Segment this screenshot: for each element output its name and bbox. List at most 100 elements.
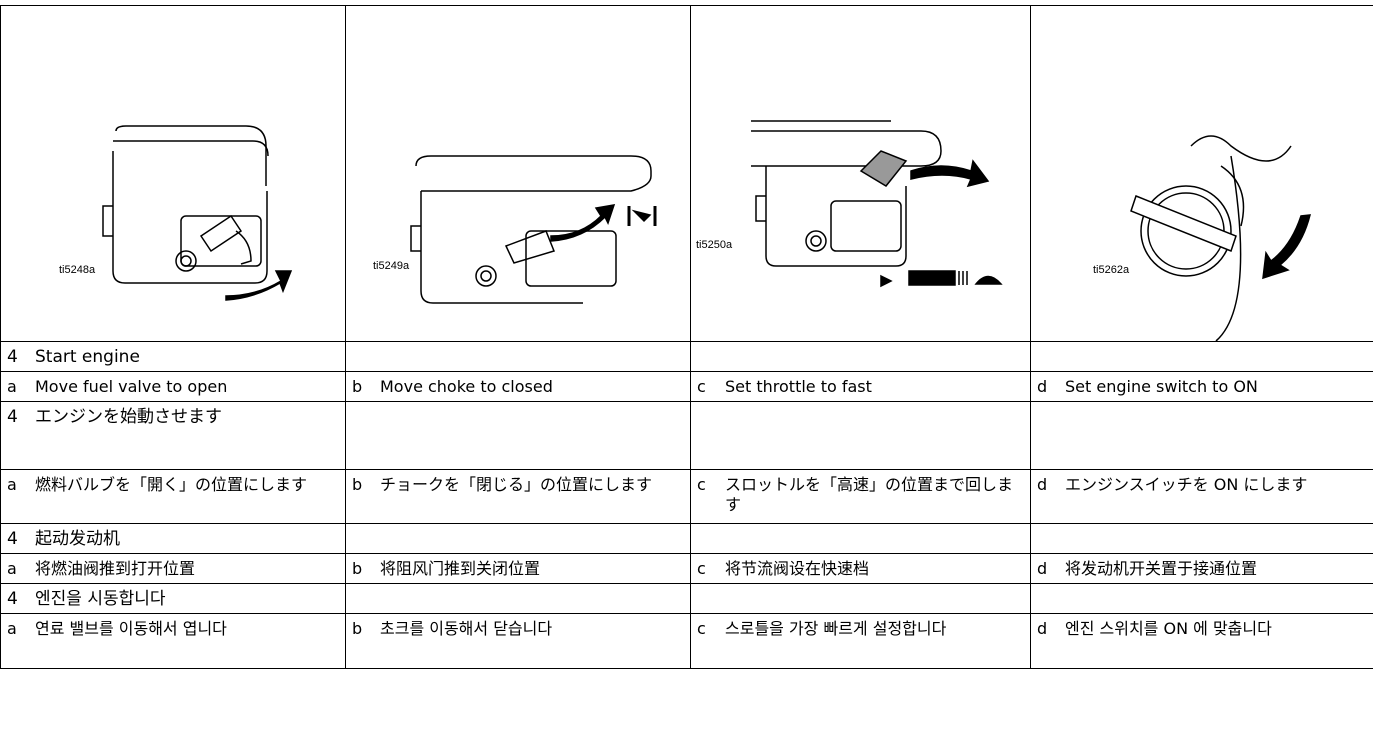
- step-letter: d: [1037, 475, 1048, 494]
- step-cell: b Move choke to closed: [345, 371, 691, 402]
- heading-cell: 4 Start engine: [0, 341, 346, 372]
- heading: 4 エンジンを始動させます: [1, 402, 345, 427]
- step-cell: b 초크를 이동해서 닫습니다: [345, 613, 691, 669]
- heading-cell: 4 エンジンを始動させます: [0, 401, 346, 470]
- illustration: ti5249a: [373, 155, 657, 304]
- illustration: ti5250a: [696, 120, 1003, 288]
- figure-label: ti5250a: [696, 239, 733, 251]
- step-cell: a 将燃油阀推到打开位置: [0, 553, 346, 584]
- heading-text: 起动发动机: [35, 529, 120, 549]
- figure-cell: ti5248a: [0, 5, 346, 342]
- empty-cell: [345, 341, 691, 372]
- step-letter: a: [7, 559, 17, 578]
- illustration: ti5262a: [1093, 135, 1311, 341]
- step-letter: b: [352, 475, 363, 494]
- step-letter: a: [7, 619, 17, 638]
- step-text: 초크를 이동해서 닫습니다: [380, 619, 553, 638]
- step-cell: a 연료 밸브를 이동해서 엽니다: [0, 613, 346, 669]
- step-row: a Move fuel valve to open b Move choke to c…: [0, 371, 1373, 402]
- figure-label: ti5262a: [1093, 264, 1130, 276]
- step-text: 将发动机开关置于接通位置: [1065, 559, 1258, 578]
- step: d 엔진 스위치를 ON 에 맞춥니다: [1031, 614, 1373, 639]
- step-number: 4: [7, 347, 18, 367]
- step-cell: b 将阻风门推到关闭位置: [345, 553, 691, 584]
- step-letter: d: [1037, 377, 1048, 396]
- step-cell: a Move fuel valve to open: [0, 371, 346, 402]
- step-text: 将阻风门推到关闭位置: [380, 559, 541, 578]
- figure-label: ti5249a: [373, 260, 410, 272]
- step-letter: d: [1037, 619, 1048, 638]
- step-letter: a: [7, 475, 17, 494]
- heading-row: 4 엔진을 시동합니다: [0, 583, 1373, 614]
- empty-cell: [1030, 583, 1373, 614]
- figure-row: ti5248a ti5249a ti5250a ti5262a: [0, 5, 1373, 342]
- step: a 연료 밸브를 이동해서 엽니다: [1, 614, 345, 639]
- step: a Move fuel valve to open: [1, 372, 345, 397]
- empty-cell: [690, 583, 1031, 614]
- step-number: 4: [7, 529, 18, 549]
- step: a 将燃油阀推到打开位置: [1, 554, 345, 579]
- step-number: 4: [7, 407, 18, 427]
- step-cell: c 스로틀을 가장 빠르게 설정합니다: [690, 613, 1031, 669]
- step-cell: c スロットルを「高速」の位置まで回します: [690, 469, 1031, 524]
- step: c 스로틀을 가장 빠르게 설정합니다: [691, 614, 1030, 639]
- step-text: Move choke to closed: [380, 377, 553, 396]
- figure-label: ti5248a: [59, 264, 96, 276]
- empty-cell: [690, 401, 1031, 470]
- heading-cell: 4 起动发动机: [0, 523, 346, 554]
- step-text: Set throttle to fast: [725, 377, 872, 396]
- heading: 4 Start engine: [1, 342, 345, 367]
- step: b チョークを「閉じる」の位置にします: [346, 470, 690, 495]
- step: c スロットルを「高速」の位置まで回します: [691, 470, 1030, 515]
- heading-cell: 4 엔진을 시동합니다: [0, 583, 346, 614]
- step: d 将发动机开关置于接通位置: [1031, 554, 1373, 579]
- step-text: チョークを「閉じる」の位置にします: [380, 475, 653, 494]
- instruction-table: ti5248a ti5249a ti5250a ti5262a 4 Start e…: [0, 5, 1373, 669]
- heading-text: Start engine: [35, 347, 140, 367]
- step-letter: d: [1037, 559, 1048, 578]
- heading-text: 엔진을 시동합니다: [35, 589, 166, 609]
- figure-cell: ti5262a: [1030, 5, 1373, 342]
- step-text: 将节流阀设在快速档: [725, 559, 870, 578]
- empty-cell: [1030, 523, 1373, 554]
- empty-cell: [345, 583, 691, 614]
- heading: 4 엔진을 시동합니다: [1, 584, 345, 609]
- step-number: 4: [7, 589, 18, 609]
- step-text: Set engine switch to ON: [1065, 377, 1258, 396]
- step-text: エンジンスイッチを ON にします: [1065, 475, 1308, 494]
- step-letter: c: [697, 619, 706, 638]
- step-cell: c Set throttle to fast: [690, 371, 1031, 402]
- step-text: 엔진 스위치를 ON 에 맞춥니다: [1065, 619, 1272, 638]
- heading-row: 4 エンジンを始動させます: [0, 401, 1373, 470]
- step-cell: d エンジンスイッチを ON にします: [1030, 469, 1373, 524]
- step-letter: c: [697, 377, 706, 396]
- empty-cell: [345, 401, 691, 470]
- empty-cell: [1030, 341, 1373, 372]
- step-letter: b: [352, 559, 363, 578]
- step-text: 燃料バルブを「開く」の位置にします: [35, 475, 308, 494]
- step-letter: c: [697, 475, 706, 494]
- step: c 将节流阀设在快速档: [691, 554, 1030, 579]
- step: a 燃料バルブを「開く」の位置にします: [1, 470, 345, 495]
- step-row: a 燃料バルブを「開く」の位置にします b チョークを「閉じる」の位置にします c スロッ…: [0, 469, 1373, 524]
- empty-cell: [345, 523, 691, 554]
- step: c Set throttle to fast: [691, 372, 1030, 397]
- step-letter: b: [352, 619, 363, 638]
- figure-cell: ti5250a: [690, 5, 1031, 342]
- step-row: a 将燃油阀推到打开位置 b 将阻风门推到关闭位置 c 将节流阀设在快速档 d 将发动机开关置…: [0, 553, 1373, 584]
- empty-cell: [690, 523, 1031, 554]
- step-cell: d Set engine switch to ON: [1030, 371, 1373, 402]
- step-letter: c: [697, 559, 706, 578]
- step-text: 연료 밸브를 이동해서 엽니다: [35, 619, 227, 638]
- step-cell: d 将发动机开关置于接通位置: [1030, 553, 1373, 584]
- heading-row: 4 起动发动机: [0, 523, 1373, 554]
- empty-cell: [1030, 401, 1373, 470]
- step: d エンジンスイッチを ON にします: [1031, 470, 1373, 495]
- step-row: a 연료 밸브를 이동해서 엽니다 b 초크를 이동해서 닫습니다 c 스로틀을 가장 빠…: [0, 613, 1373, 669]
- heading-text: エンジンを始動させます: [35, 407, 222, 427]
- step: b Move choke to closed: [346, 372, 690, 397]
- step: b 将阻风门推到关闭位置: [346, 554, 690, 579]
- step-letter: a: [7, 377, 17, 396]
- figure-cell: ti5249a: [345, 5, 691, 342]
